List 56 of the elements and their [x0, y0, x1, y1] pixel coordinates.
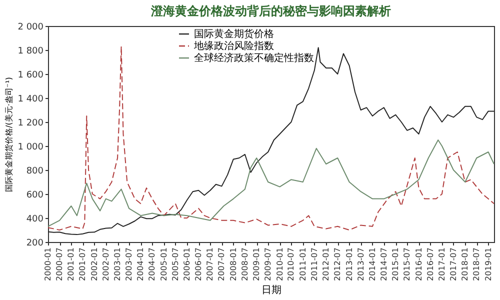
x-tick-label: 2006-01 [182, 248, 192, 281]
x-tick-label: 2007-07 [217, 248, 226, 281]
x-tick-label: 2011-01 [298, 248, 308, 281]
y-tick-label: 200 [26, 238, 44, 248]
y-tick-label: 2 000 [18, 22, 44, 32]
y-tick-label: 600 [26, 190, 44, 200]
x-tick-label: 2004-07 [148, 248, 157, 281]
x-tick-label: 2008-01 [228, 248, 238, 281]
x-tick-label: 2005-01 [159, 248, 168, 281]
y-tick-label: 1 200 [18, 118, 44, 128]
x-tick-label: 2014-01 [368, 248, 377, 281]
x-axis-title: 日期 [262, 284, 282, 296]
x-tick-label: 2013-07 [356, 248, 366, 281]
y-tick-label: 1 800 [18, 46, 44, 56]
y-tick-label: 800 [26, 166, 44, 176]
x-tick-label: 2011-07 [310, 248, 319, 281]
x-tick-label: 2017-07 [448, 248, 458, 281]
x-tick-label: 2009-07 [264, 248, 273, 281]
x-tick-label: 2012-07 [333, 248, 342, 281]
y-tick-label: 1 600 [18, 70, 44, 80]
x-tick-label: 2019-01 [484, 248, 493, 281]
line-series [48, 140, 494, 227]
x-tick-label: 2005-07 [170, 248, 180, 281]
x-tick-label: 2017-01 [437, 248, 446, 281]
y-tick-label: 1 400 [18, 94, 44, 104]
x-tick-label: 2010-07 [286, 248, 296, 281]
x-tick-label: 2012-01 [322, 248, 331, 281]
x-tick-label: 2015-01 [391, 248, 400, 281]
x-tick-label: 2014-07 [379, 248, 388, 281]
x-tick-label: 2003-01 [113, 248, 122, 281]
x-tick-label: 2009-01 [252, 248, 262, 281]
x-tick-label: 2018-01 [460, 248, 470, 281]
chart-title: 澄海黄金价格波动背后的秘密与影响因素解析 [150, 4, 391, 18]
x-tick-label: 2007-01 [206, 248, 215, 281]
x-tick-label: 2016-01 [414, 248, 424, 281]
x-tick-label: 2004-01 [136, 248, 146, 281]
legend-label: 地缘政治风险指数 [193, 40, 274, 52]
y-tick-label: 400 [26, 214, 44, 224]
x-tick-label: 2010-01 [275, 248, 284, 281]
x-tick-label: 2002-01 [90, 248, 99, 281]
x-tick-label: 2008-07 [240, 248, 250, 281]
x-tick-label: 2000-07 [55, 248, 64, 281]
x-tick-label: 2006-07 [194, 248, 204, 281]
x-tick-label: 2001-01 [66, 248, 76, 281]
x-tick-label: 2003-07 [124, 248, 134, 281]
legend-label: 国际黄金期货价格 [194, 28, 274, 40]
y-axis-title: 国际黄金期货价格/(美元·盎司⁻¹) [4, 77, 14, 192]
x-tick-label: 2002-07 [101, 248, 110, 281]
x-tick-label: 2016-07 [426, 248, 435, 281]
legend-label: 全球经济政策不确定性指数 [194, 52, 314, 64]
x-tick-label: 2001-07 [78, 248, 88, 281]
x-tick-label: 2013-01 [344, 248, 354, 281]
x-tick-label: 2018-07 [472, 248, 482, 281]
y-tick-label: 1 000 [18, 142, 44, 152]
x-tick-label: 2000-01 [44, 248, 52, 281]
x-tick-label: 2015-07 [402, 248, 412, 281]
